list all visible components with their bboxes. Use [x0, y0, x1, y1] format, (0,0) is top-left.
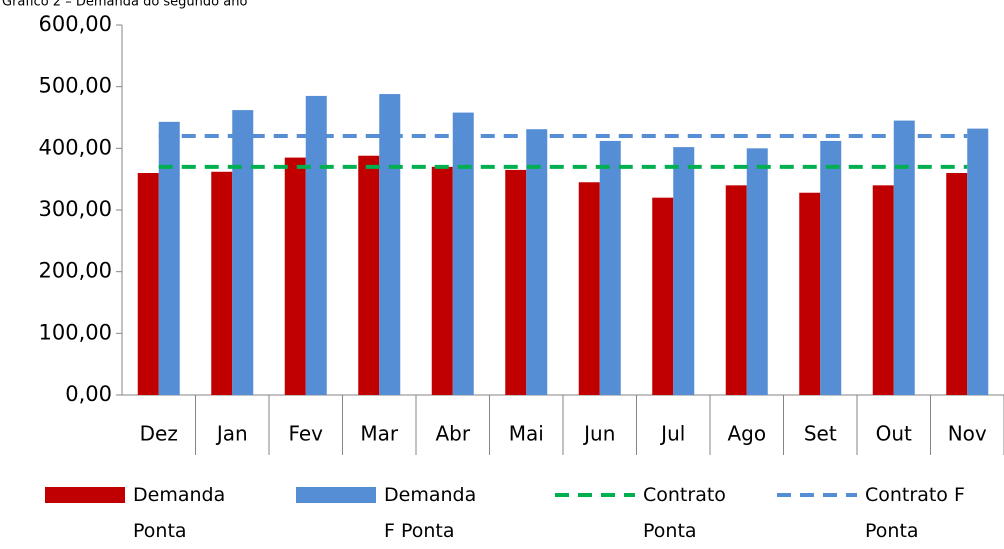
bar — [673, 147, 695, 395]
bar — [358, 155, 380, 395]
legend-label: Contrato Ponta — [643, 484, 726, 542]
legend-swatch — [296, 487, 376, 503]
bar — [746, 148, 768, 395]
legend-swatch — [45, 487, 125, 503]
bar — [284, 157, 306, 395]
y-tick-label: 600,00 — [39, 12, 112, 36]
y-tick-label: 200,00 — [39, 259, 112, 283]
bar — [946, 173, 968, 395]
y-tick-label: 500,00 — [39, 74, 112, 98]
bar — [379, 94, 401, 396]
y-tick-label: 400,00 — [39, 135, 112, 159]
bar — [578, 182, 600, 395]
chart-title: Gráfico 2 – Demanda do segundo ano — [2, 0, 247, 10]
y-tick-label: 0,00 — [65, 382, 112, 406]
bar — [305, 95, 327, 396]
bar — [526, 129, 548, 395]
x-tick-label: Jun — [582, 422, 615, 446]
bar — [893, 120, 915, 395]
x-tick-label: Nov — [948, 422, 987, 446]
y-tick-label: 100,00 — [39, 320, 112, 344]
bar — [505, 169, 527, 395]
bar — [137, 173, 159, 395]
bar — [599, 140, 621, 395]
x-tick-label: Mar — [360, 422, 399, 446]
x-tick-label: Jan — [215, 422, 248, 446]
bar — [967, 128, 989, 395]
bar — [232, 110, 254, 395]
bar — [872, 185, 894, 395]
legend-label: Demanda F Ponta — [384, 484, 477, 542]
x-tick-label: Set — [804, 422, 837, 446]
legend-label: Demanda Ponta — [133, 484, 226, 542]
bar — [452, 112, 474, 396]
x-tick-label: Fev — [288, 422, 323, 446]
legend-label: Contrato F Ponta — [865, 484, 965, 542]
x-tick-label: Ago — [727, 422, 766, 446]
y-tick-label: 300,00 — [39, 197, 112, 221]
bar — [820, 140, 842, 395]
x-tick-label: Dez — [140, 422, 178, 446]
x-tick-label: Abr — [435, 422, 470, 446]
bar — [431, 166, 453, 395]
x-tick-label: Jul — [659, 422, 685, 446]
bar — [725, 185, 747, 395]
x-tick-label: Mai — [509, 422, 544, 446]
x-tick-label: Out — [876, 422, 912, 446]
bar — [799, 192, 821, 395]
bar — [158, 121, 180, 396]
bar — [211, 171, 233, 395]
bar — [652, 197, 674, 395]
